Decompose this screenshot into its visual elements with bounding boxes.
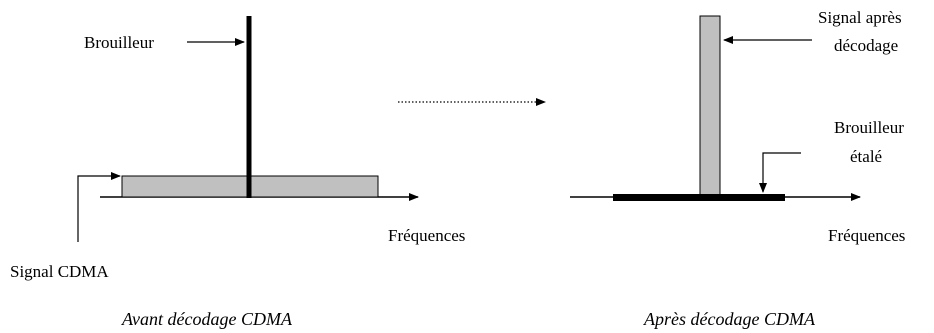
spread-jammer-label-line1: Brouilleur (834, 118, 904, 137)
decoded-signal-bar (699, 15, 721, 197)
spread-jammer-label-line2: étalé (850, 147, 882, 166)
left-panel: Brouilleur Fréquences Signal CDMA Avant … (10, 16, 465, 329)
signal-cdma-label: Signal CDMA (10, 262, 109, 281)
right-caption: Après décodage CDMA (643, 309, 816, 329)
right-axis-label: Fréquences (828, 226, 905, 245)
spread-jammer-bar (613, 194, 785, 201)
left-axis-label: Fréquences (388, 226, 465, 245)
decoded-signal-label-line2: décodage (834, 36, 898, 55)
spread-jammer-pointer (759, 152, 801, 193)
right-panel: Signal après décodage Brouilleur étalé F… (570, 8, 905, 329)
left-caption: Avant décodage CDMA (121, 309, 293, 329)
jammer-label: Brouilleur (84, 33, 154, 52)
decoded-signal-label-line1: Signal après (818, 8, 902, 27)
signal-cdma-pointer (77, 172, 121, 242)
